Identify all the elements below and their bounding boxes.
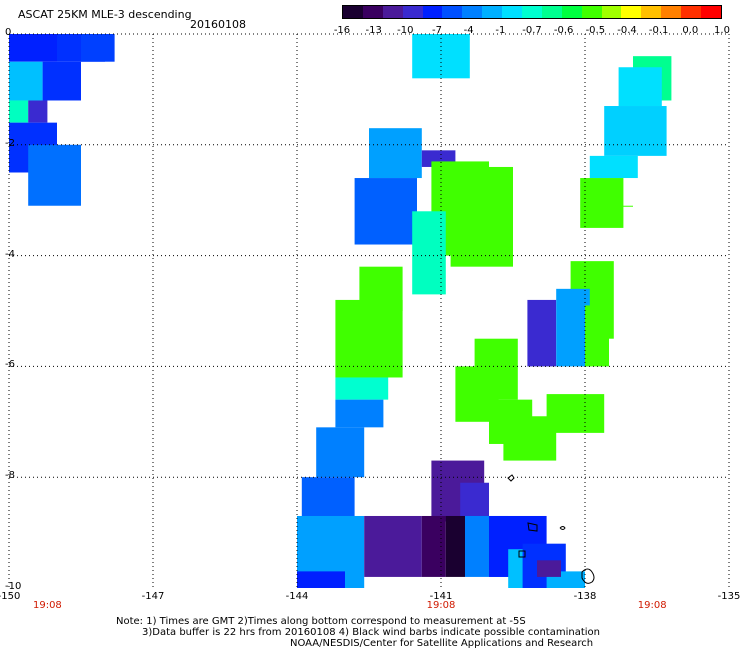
wind-cell <box>585 206 633 207</box>
wind-cell <box>28 100 47 122</box>
wind-cell <box>527 300 556 366</box>
wind-cell <box>580 178 623 228</box>
x-tick-label: -138 <box>574 591 597 602</box>
x-tick-label: -147 <box>142 591 165 602</box>
island-shape <box>560 527 565 530</box>
wind-cell <box>604 106 666 156</box>
wind-cell <box>422 516 446 577</box>
y-tick-label: -4 <box>5 249 15 260</box>
wind-cell <box>355 178 417 244</box>
wind-cell <box>43 62 81 101</box>
wind-cell <box>81 34 115 62</box>
x-tick-label: -144 <box>286 591 309 602</box>
wind-cell <box>28 145 81 206</box>
wind-cell <box>9 62 43 101</box>
wind-cell <box>619 67 662 106</box>
y-tick-label: -6 <box>5 359 15 370</box>
y-tick-label: -2 <box>5 138 15 149</box>
x-tick-label: -150 <box>0 591 20 602</box>
wind-cell <box>585 305 609 366</box>
wind-cell <box>503 416 556 460</box>
wind-cell <box>9 100 28 122</box>
wind-cell <box>335 377 388 399</box>
time-label: 19:08 <box>638 600 667 611</box>
wind-cell <box>369 128 422 178</box>
wind-cell <box>335 400 383 428</box>
wind-cell <box>590 156 638 178</box>
wind-cell <box>9 34 57 62</box>
time-label: 19:08 <box>427 600 456 611</box>
wind-cell <box>412 34 470 78</box>
wind-cell <box>316 427 364 477</box>
wind-cell <box>412 211 446 294</box>
y-tick-label: -8 <box>5 470 15 481</box>
island-shape <box>508 475 514 481</box>
y-tick-label: 0 <box>5 27 11 38</box>
wind-cell <box>297 571 345 588</box>
footer-credit: NOAA/NESDIS/Center for Satellite Applica… <box>290 638 593 650</box>
wind-cell <box>537 560 561 577</box>
wind-cell <box>446 516 465 577</box>
x-tick-label: -135 <box>718 591 740 602</box>
wind-cell <box>364 516 422 577</box>
wind-cell <box>335 300 402 378</box>
time-label: 19:08 <box>33 600 62 611</box>
wind-cell <box>451 167 513 267</box>
